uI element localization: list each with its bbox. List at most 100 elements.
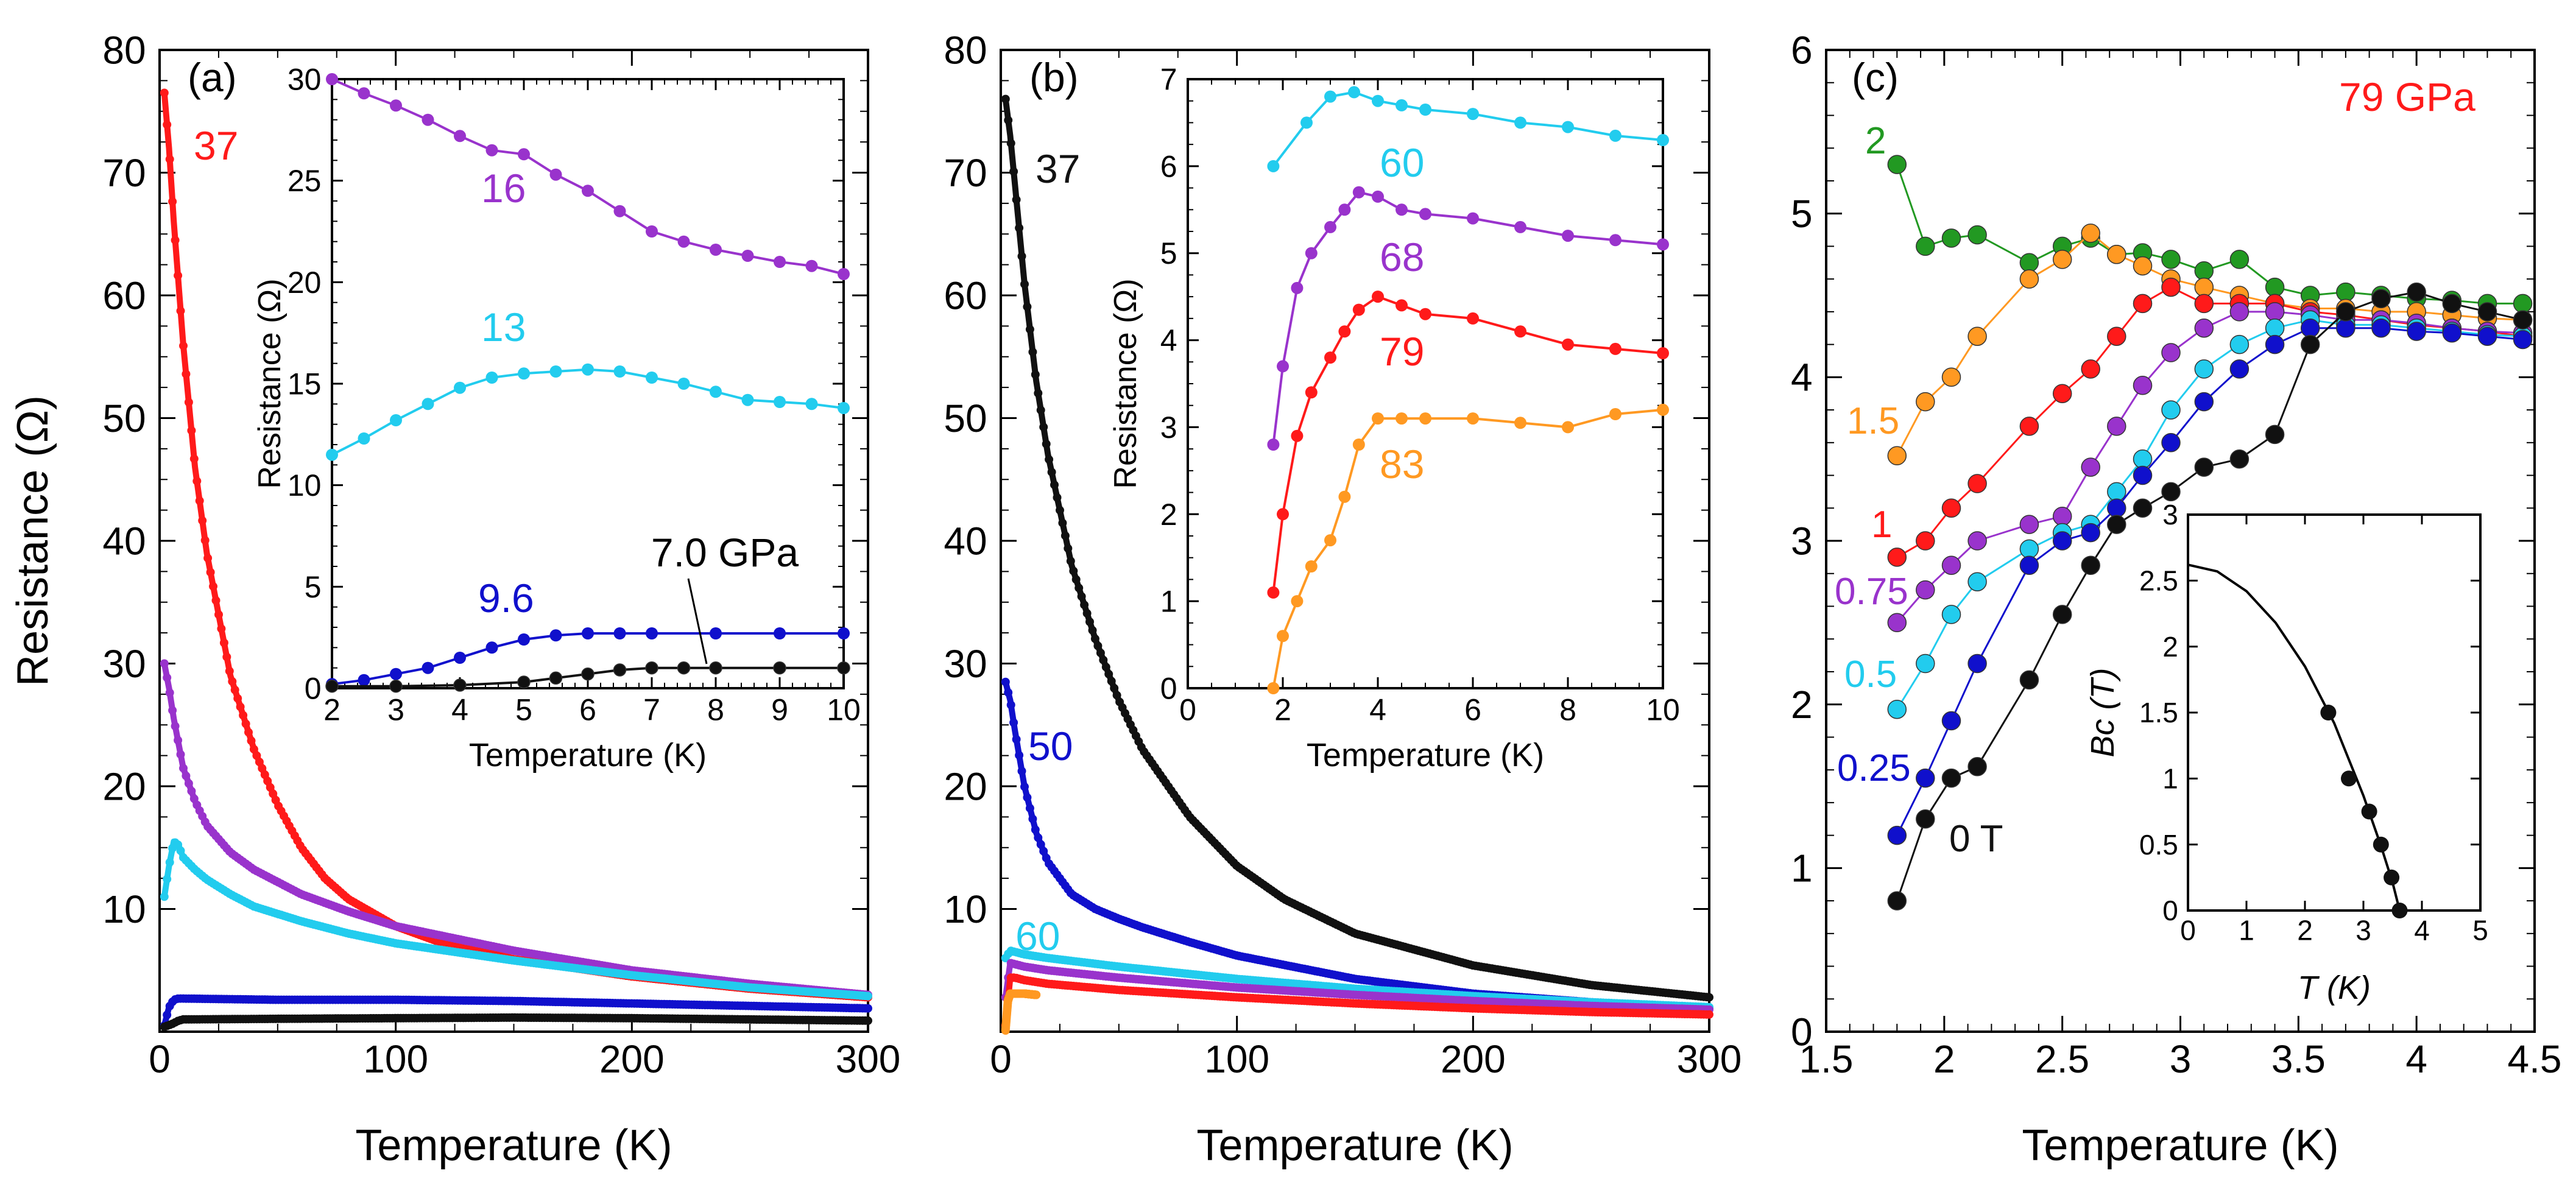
data-point — [2442, 294, 2462, 314]
data-point — [1348, 86, 1360, 99]
data-point — [2391, 903, 2408, 918]
data-point — [2371, 318, 2391, 338]
data-point — [774, 396, 786, 408]
data-point — [1015, 224, 1024, 233]
data-point — [2336, 302, 2355, 322]
data-point — [1023, 793, 1032, 802]
data-point — [1034, 389, 1043, 398]
data-point — [1064, 544, 1073, 553]
data-point — [1705, 993, 1713, 1002]
data-point — [195, 496, 204, 505]
data-point — [805, 259, 818, 272]
data-point — [1305, 386, 1318, 399]
data-point — [646, 225, 658, 238]
panel-c: 1.5 2 2.5 3 3.5 4 4.5 0 1 2 3 4 5 6 (c) Temperature (K)… — [1791, 28, 2561, 1170]
data-point — [1001, 94, 1010, 104]
data-point — [2229, 449, 2250, 469]
data-point — [1291, 281, 1304, 294]
series-37 — [1001, 94, 1713, 1002]
panel-label: (a) — [188, 55, 237, 100]
data-point — [1069, 566, 1078, 576]
x-tick-label: 2 — [1274, 693, 1291, 727]
inset-label-79: 79 — [1380, 329, 1424, 374]
data-point — [2229, 334, 2250, 354]
data-point — [1012, 195, 1021, 204]
data-point — [1012, 735, 1021, 744]
data-point — [1887, 825, 1907, 845]
y-tick-label: 40 — [102, 519, 146, 563]
data-point — [163, 673, 172, 682]
data-point — [209, 582, 217, 591]
data-point — [774, 627, 786, 639]
y-tick-label: 25 — [288, 164, 322, 198]
data-point — [165, 688, 174, 697]
data-point — [1324, 90, 1336, 103]
data-point — [2019, 555, 2039, 576]
data-point — [182, 771, 191, 780]
data-point — [165, 155, 174, 164]
data-point — [182, 370, 191, 379]
data-point — [1101, 663, 1110, 672]
data-point — [1112, 691, 1121, 700]
data-point — [2019, 539, 2039, 559]
y-tick-label: 1 — [1791, 847, 1813, 890]
x-tick-label: 4.5 — [2508, 1037, 2562, 1081]
y-tick-label: 50 — [944, 396, 987, 440]
data-point — [184, 398, 193, 407]
x-tick-label: 2 — [1933, 1037, 1955, 1081]
x-tick-label: 2 — [2297, 914, 2313, 946]
y-tick-label: 1.5 — [2139, 697, 2178, 728]
data-point — [549, 168, 562, 181]
data-point — [1372, 94, 1384, 107]
series-68 — [1001, 959, 1713, 1014]
series-60 — [1267, 86, 1669, 172]
data-point — [2133, 376, 2153, 395]
x-tick-label: 10 — [1646, 693, 1680, 727]
y-tick-label: 80 — [944, 28, 987, 72]
data-point — [241, 719, 250, 728]
data-point — [2336, 318, 2355, 338]
data-point — [219, 638, 228, 647]
data-point — [1352, 439, 1365, 451]
data-point — [1916, 580, 1935, 600]
data-point — [646, 627, 658, 639]
data-point — [838, 268, 850, 280]
data-point — [1967, 326, 1987, 346]
label-79GPa: 79 GPa — [2339, 74, 2475, 119]
label-1T: 1 — [1871, 504, 1892, 546]
data-point — [1514, 116, 1526, 129]
data-point — [1916, 768, 1935, 788]
data-point — [163, 875, 172, 884]
y-tick-label: 15 — [288, 367, 322, 401]
data-point — [518, 148, 530, 161]
data-point — [1004, 688, 1013, 697]
data-point — [2336, 282, 2355, 302]
data-point — [864, 1004, 872, 1013]
data-point — [1080, 601, 1089, 610]
data-point — [325, 679, 339, 693]
data-point — [1916, 236, 1935, 256]
data-point — [2194, 318, 2214, 338]
data-point — [236, 702, 245, 711]
data-point — [1941, 768, 1961, 788]
data-point — [2133, 449, 2153, 469]
data-point — [230, 685, 239, 694]
data-point — [1039, 847, 1048, 856]
data-point — [454, 130, 466, 143]
data-point — [1657, 134, 1669, 146]
data-point — [741, 393, 754, 406]
x-tick-label: 4 — [2405, 1037, 2427, 1081]
y-tick-label: 2 — [1791, 683, 1813, 727]
data-point — [549, 365, 562, 378]
data-point — [1032, 990, 1041, 999]
data-point — [1324, 351, 1336, 364]
data-point — [358, 432, 370, 445]
series-79 — [1267, 291, 1669, 599]
data-point — [1514, 220, 1526, 233]
data-point — [2265, 277, 2285, 297]
data-point — [390, 667, 402, 680]
data-point — [582, 185, 594, 197]
data-point — [864, 992, 872, 1001]
data-point — [2513, 310, 2533, 330]
